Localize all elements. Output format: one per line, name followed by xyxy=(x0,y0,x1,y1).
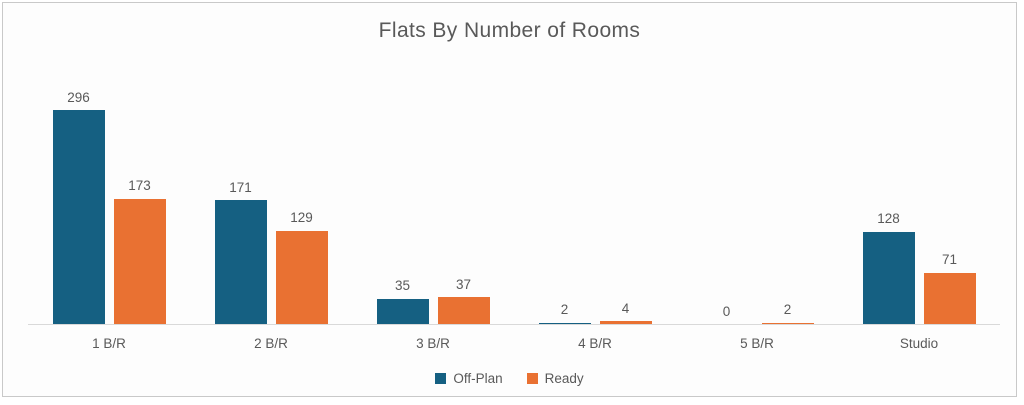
legend: Off-Plan Ready xyxy=(3,371,1016,386)
bar-slot-off-plan: 128 xyxy=(862,108,915,324)
bar-slot-off-plan: 171 xyxy=(214,108,267,324)
bar-ready-2-b-r xyxy=(275,230,328,324)
bar-slot-ready: 2 xyxy=(761,108,814,324)
legend-label-ready: Ready xyxy=(544,371,584,386)
bar-slot-ready: 4 xyxy=(599,108,652,324)
bar-slot-off-plan: 0 xyxy=(701,108,753,324)
data-label-ready-3-b-r: 37 xyxy=(455,276,472,292)
category-label-5-b-r: 5 B/R xyxy=(740,336,774,351)
bar-slot-off-plan: 296 xyxy=(52,90,105,324)
bar-ready-1-b-r xyxy=(113,198,166,324)
data-label-ready-5-b-r: 2 xyxy=(783,302,792,318)
bar-ready-5-b-r xyxy=(761,322,814,324)
data-label-off-plan-3-b-r: 35 xyxy=(394,278,411,294)
chart-frame: Flats By Number of Rooms 296 173 171 129 35 3… xyxy=(2,2,1017,397)
category-label-3-b-r: 3 B/R xyxy=(416,336,450,351)
data-label-off-plan-1-b-r: 296 xyxy=(67,89,90,105)
bar-group-1-b-r: 296 173 xyxy=(28,90,190,324)
category-label-2-b-r: 2 B/R xyxy=(254,336,288,351)
legend-swatch-ready xyxy=(526,373,538,384)
category-label-1-b-r: 1 B/R xyxy=(92,336,126,351)
x-axis-category-row: 1 B/R 2 B/R 3 B/R 4 B/R 5 B/R Studio xyxy=(28,336,1000,351)
data-label-ready-4-b-r: 4 xyxy=(621,300,630,316)
data-label-off-plan-2-b-r: 171 xyxy=(229,179,252,195)
data-label-off-plan-studio: 128 xyxy=(877,211,900,226)
bar-slot-ready: 37 xyxy=(437,108,490,324)
bar-off-plan-studio xyxy=(862,231,915,324)
bar-slot-off-plan: 35 xyxy=(376,108,429,324)
legend-item-ready: Ready xyxy=(526,371,584,386)
bar-group-2-b-r: 171 129 xyxy=(190,108,352,324)
bar-off-plan-3-b-r xyxy=(376,298,429,324)
bar-slot-ready: 129 xyxy=(275,108,328,324)
bar-slot-ready: 173 xyxy=(113,108,166,324)
bar-off-plan-1-b-r xyxy=(52,110,105,324)
data-label-off-plan-5-b-r: 0 xyxy=(722,303,731,319)
bar-group-studio: 128 71 xyxy=(838,108,1000,324)
data-label-ready-2-b-r: 129 xyxy=(290,210,313,226)
bar-off-plan-2-b-r xyxy=(214,200,267,324)
bar-group-3-b-r: 35 37 xyxy=(352,108,514,324)
bar-slot-ready: 71 xyxy=(923,108,976,324)
plot-area: 296 173 171 129 35 37 2 4 0 2 128 71 xyxy=(28,90,1000,325)
data-label-ready-1-b-r: 173 xyxy=(128,178,151,194)
bar-ready-studio xyxy=(923,272,976,324)
bar-ready-4-b-r xyxy=(599,321,652,324)
data-label-off-plan-4-b-r: 2 xyxy=(560,302,569,318)
data-label-ready-studio: 71 xyxy=(941,252,958,268)
bar-off-plan-4-b-r xyxy=(538,322,591,324)
legend-item-off-plan: Off-Plan xyxy=(435,371,503,386)
legend-label-off-plan: Off-Plan xyxy=(453,371,503,386)
bar-slot-off-plan: 2 xyxy=(538,108,591,324)
category-label-4-b-r: 4 B/R xyxy=(578,336,612,351)
legend-swatch-off-plan xyxy=(435,373,447,384)
chart-title: Flats By Number of Rooms xyxy=(378,19,641,42)
bar-ready-3-b-r xyxy=(437,297,490,324)
category-label-studio: Studio xyxy=(899,336,939,351)
